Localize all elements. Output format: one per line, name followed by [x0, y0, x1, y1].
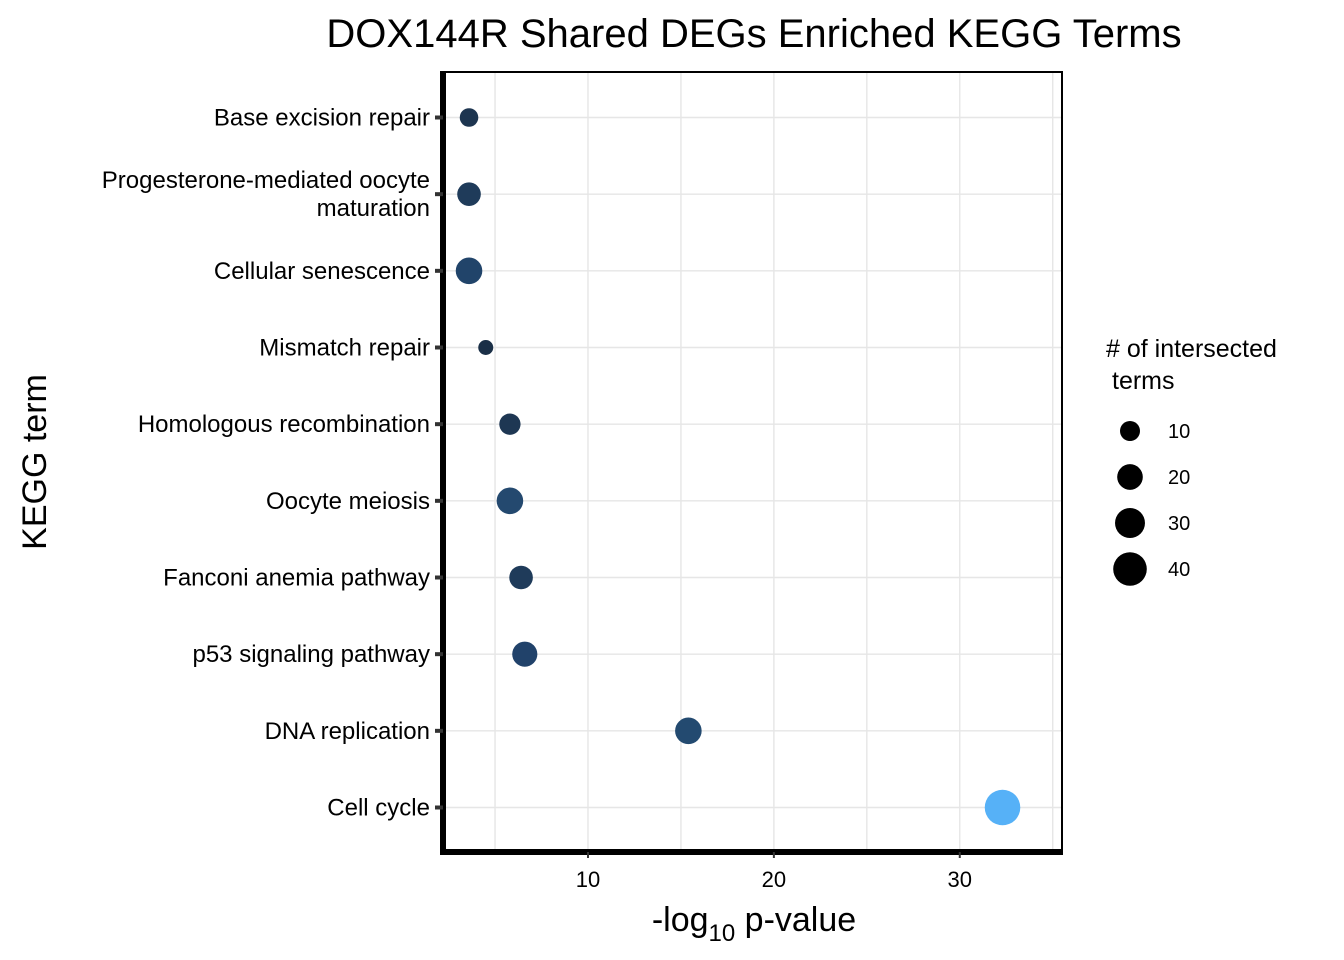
y-tick-label-line: Oocyte meiosis: [266, 488, 430, 515]
legend-title-line: terms: [1112, 367, 1175, 395]
y-tick-label-line: p53 signaling pathway: [192, 641, 430, 668]
y-tick-label: Oocyte meiosis: [266, 488, 430, 515]
y-tick-label-line: Mismatch repair: [259, 335, 430, 362]
data-point: [457, 182, 481, 206]
data-points: [455, 108, 1021, 826]
axes: [435, 71, 1063, 858]
legend-key-circle: [1113, 552, 1147, 586]
data-point: [675, 717, 702, 745]
y-tick-label-line: maturation: [317, 195, 430, 222]
panel-border: [442, 71, 1063, 853]
size-legend: # of intersected terms 10 20 30 40: [1106, 335, 1277, 586]
data-point: [455, 257, 483, 285]
data-point: [512, 641, 538, 667]
data-point: [478, 340, 494, 355]
grid-lines: [443, 72, 1062, 852]
y-tick-label: Fanconi anemia pathway: [163, 565, 430, 592]
y-tick-labels: Base excision repair Progesterone-mediate…: [102, 105, 430, 822]
data-point: [459, 108, 479, 127]
y-tick-label: Mismatch repair: [259, 335, 430, 362]
x-axis-title-subscript: 10: [709, 920, 736, 947]
chart-title: DOX144R Shared DEGs Enriched KEGG Terms: [326, 12, 1181, 56]
y-tick-label-line: DNA replication: [265, 718, 430, 745]
y-tick-label: Cell cycle: [327, 795, 430, 822]
x-tick-labels: 10 20 30: [576, 867, 972, 892]
x-axis-title-prefix: -log: [652, 901, 709, 939]
y-tick-label-line: Base excision repair: [214, 105, 430, 132]
data-point: [984, 789, 1021, 826]
x-axis-title: -log10 p-value: [652, 901, 856, 947]
legend-key-circle: [1120, 421, 1140, 441]
legend-key-circle: [1115, 508, 1145, 538]
y-tick-label-line: Homologous recombination: [138, 411, 430, 438]
y-tick-label: Cellular senescence: [214, 258, 430, 285]
x-tick-label: 30: [948, 867, 972, 892]
y-axis-title: KEGG term: [16, 374, 54, 550]
data-point: [496, 487, 524, 515]
y-tick-label: Base excision repair: [214, 105, 430, 132]
y-tick-label-line: Cellular senescence: [214, 258, 430, 285]
data-point: [509, 565, 533, 590]
y-tick-label: p53 signaling pathway: [192, 641, 430, 668]
legend-title: # of intersected terms: [1106, 335, 1277, 395]
y-tick-label: Homologous recombination: [138, 411, 430, 438]
legend-title-line: # of intersected: [1106, 335, 1277, 363]
x-tick-label: 20: [762, 867, 786, 892]
legend-key-circle: [1117, 464, 1143, 490]
x-tick-label: 10: [576, 867, 600, 892]
y-tick-label-line: Progesterone-mediated oocyte: [102, 167, 430, 194]
x-axis-title-suffix: p-value: [735, 901, 856, 939]
y-tick-label: DNA replication: [265, 718, 430, 745]
legend-key-label: 30: [1168, 513, 1190, 535]
legend-key-label: 10: [1168, 421, 1190, 443]
y-tick-label-line: Cell cycle: [327, 795, 430, 822]
y-tick-label: Progesterone-mediated oocyte maturation: [102, 167, 430, 222]
data-point: [499, 413, 521, 435]
legend-key-label: 20: [1168, 467, 1190, 489]
y-tick-label-line: Fanconi anemia pathway: [163, 565, 430, 592]
legend-key-label: 40: [1168, 559, 1190, 581]
